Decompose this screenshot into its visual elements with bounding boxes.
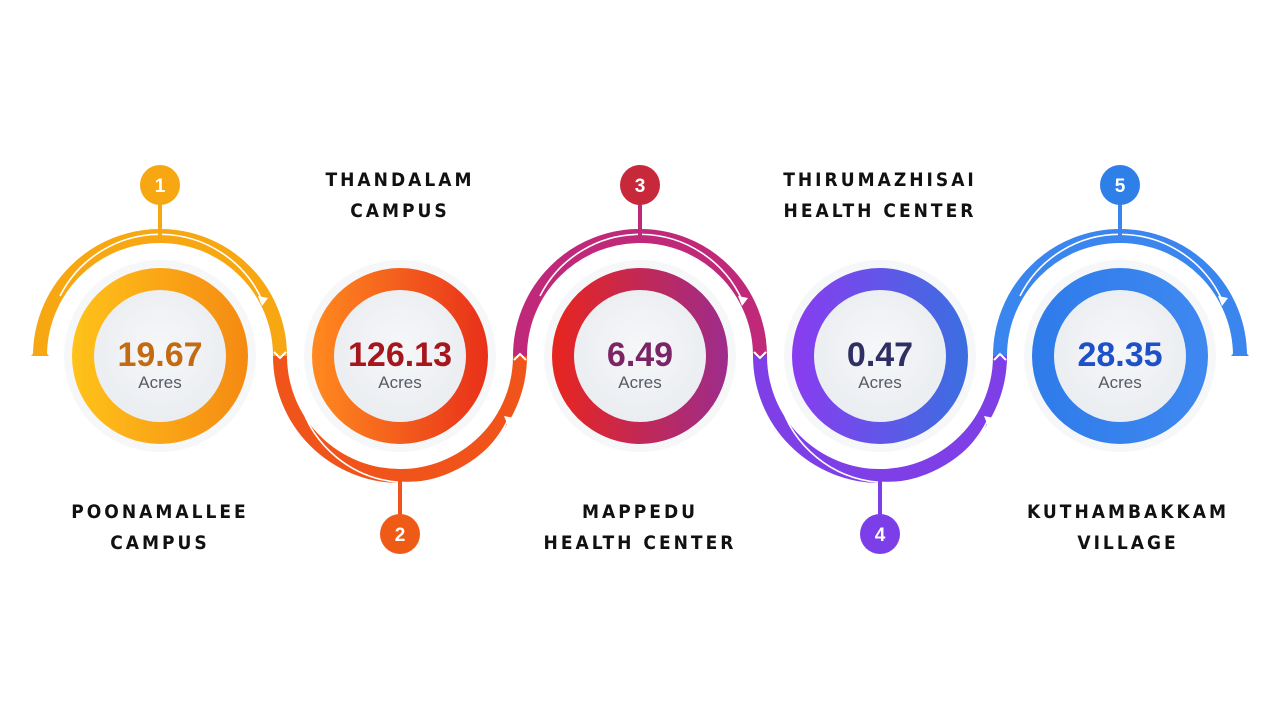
step-5-value: 28.35 (1077, 336, 1162, 374)
step-3-badge (620, 165, 660, 205)
step-5-label-line1: KUTHAMBAKKAM (1027, 501, 1229, 523)
step-4-badge (860, 514, 900, 554)
step-5-badge (1100, 165, 1140, 205)
step-3-value: 6.49 (607, 336, 673, 374)
step-3-label-line2: HEALTH CENTER (544, 532, 737, 554)
step-3: 3 6.49 Acres MAPPEDU HEALTH CENTER (544, 165, 737, 554)
step-1-badge (140, 165, 180, 205)
step-1-value: 19.67 (117, 336, 202, 374)
step-1-unit: Acres (138, 373, 181, 392)
step-1: 1 19.67 Acres POONAMALLEE CAMPUS (64, 165, 256, 554)
step-3-unit: Acres (618, 373, 661, 392)
step-5-unit: Acres (1098, 373, 1141, 392)
step-4-unit: Acres (858, 373, 901, 392)
step-2-value: 126.13 (348, 336, 452, 374)
path-start-cap (31, 346, 49, 356)
step-2-label-line2: CAMPUS (350, 200, 450, 222)
step-5: 5 28.35 Acres KUTHAMBAKKAM VILLAGE (1024, 165, 1229, 554)
step-4-value: 0.47 (847, 336, 913, 374)
step-1-number: 1 (155, 176, 166, 197)
step-3-inner-disc (574, 290, 706, 422)
step-4-label-line1: THIRUMAZHISAI (783, 169, 977, 191)
step-2-badge (380, 514, 420, 554)
step-2-unit: Acres (378, 373, 421, 392)
step-1-label-line1: POONAMALLEE (71, 501, 249, 523)
step-4-inner-disc (814, 290, 946, 422)
path-end-cap (1231, 346, 1249, 356)
step-5-label-line2: VILLAGE (1077, 532, 1178, 554)
step-1-label-line2: CAMPUS (110, 532, 210, 554)
step-5-number: 5 (1115, 176, 1126, 197)
step-3-label-line1: MAPPEDU (582, 501, 698, 523)
step-2-number: 2 (395, 525, 406, 546)
step-5-inner-disc (1054, 290, 1186, 422)
step-3-number: 3 (635, 176, 646, 197)
step-2: 2 126.13 Acres THANDALAM CAMPUS (304, 169, 496, 554)
step-1-inner-disc (94, 290, 226, 422)
step-4: 4 0.47 Acres THIRUMAZHISAI HEALTH CENTER (783, 169, 977, 554)
step-2-label-line1: THANDALAM (325, 169, 474, 191)
step-4-number: 4 (875, 525, 886, 546)
step-4-label-line2: HEALTH CENTER (784, 200, 977, 222)
step-2-inner-disc (334, 290, 466, 422)
